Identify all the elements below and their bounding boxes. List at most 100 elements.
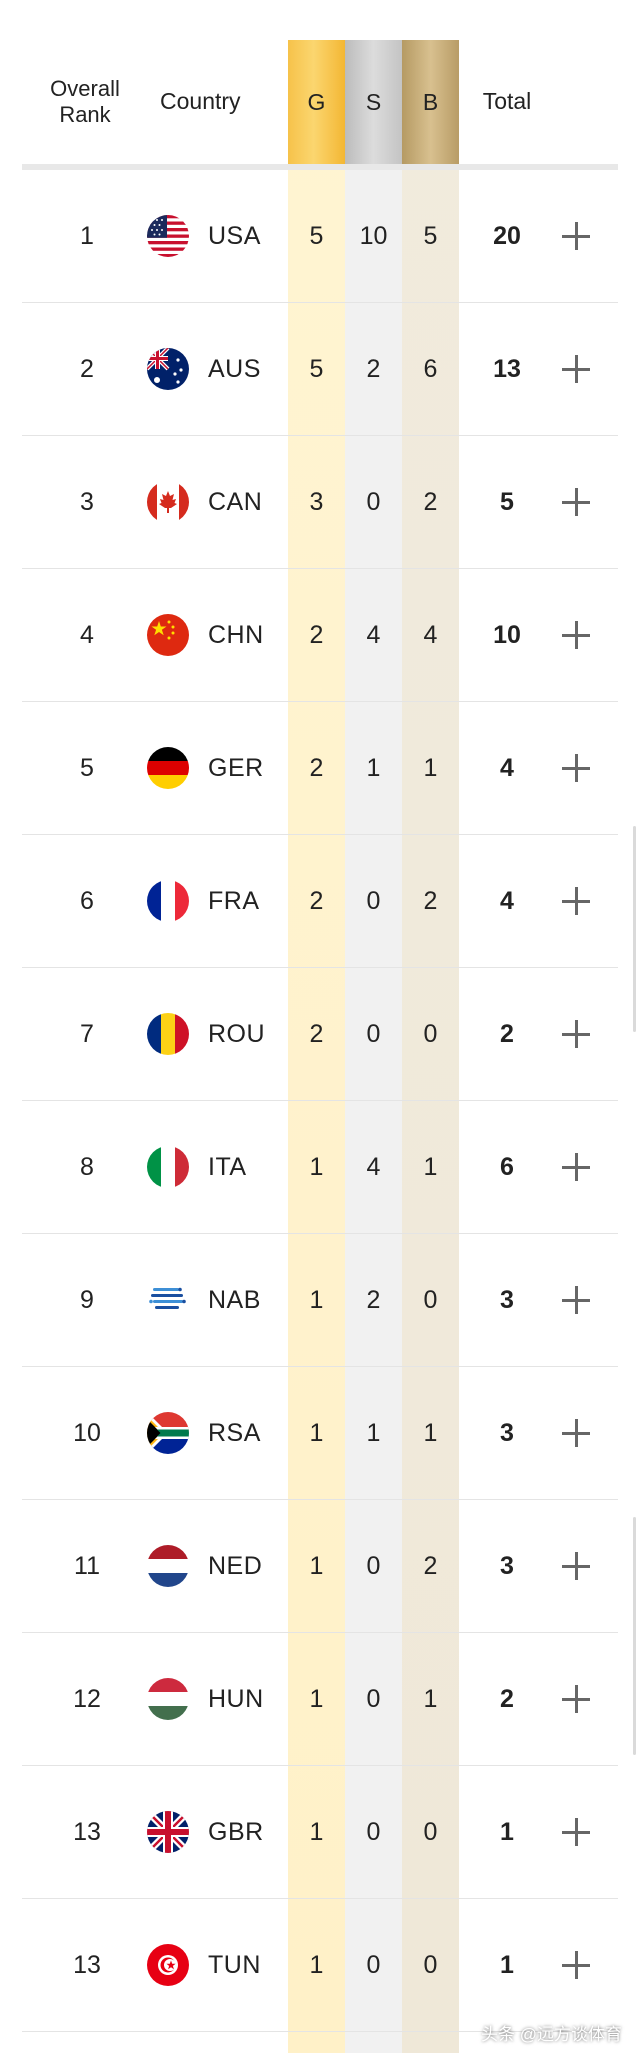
expand-plus-icon[interactable] [562,1286,590,1314]
rank-cell: 7 [80,1019,94,1048]
expand-plus-icon[interactable] [562,1552,590,1580]
silver-count: 0 [366,1551,381,1580]
bronze-header[interactable]: B [402,40,459,164]
rank-cell: 11 [74,1551,100,1580]
scrollbar-indicator[interactable] [633,826,636,1032]
country-code: GER [208,753,264,782]
silver-count: 10 [359,221,388,250]
medal-table-header: Overall Rank Country G S B Total [0,40,640,164]
table-row[interactable]: 5 GER 2 1 1 4 [22,702,618,835]
gold-count: 1 [309,1684,324,1713]
gold-count: 3 [309,487,324,516]
table-row[interactable]: 13 TUN 1 0 0 1 [22,1899,618,2032]
expand-plus-icon[interactable] [562,222,590,250]
expand-plus-icon[interactable] [562,1419,590,1447]
rank-cell: 13 [73,1950,101,1979]
total-count: 2 [500,1684,514,1713]
table-row[interactable]: 3 CAN 3 0 2 5 [22,436,618,569]
bronze-count: 6 [423,354,438,383]
expand-plus-icon[interactable] [562,621,590,649]
aus-flag-icon [147,348,189,390]
chn-flag-icon [147,614,189,656]
total-count: 13 [493,354,521,383]
bronze-count: 4 [423,620,438,649]
gold-count: 2 [309,753,324,782]
bronze-count: 1 [423,753,438,782]
country-code: NED [208,1551,263,1580]
overall-rank-header[interactable]: Overall Rank [50,76,120,127]
rank-cell: 9 [80,1285,94,1314]
expand-plus-icon[interactable] [562,355,590,383]
expand-plus-icon[interactable] [562,887,590,915]
medal-table-body: 1 USA 5 10 5 20 2 [0,170,640,2032]
total-count: 1 [500,1950,514,1979]
gold-count: 1 [309,1817,324,1846]
ita-flag-icon [147,1146,189,1188]
table-row[interactable]: 1 USA 5 10 5 20 [22,170,618,303]
expand-plus-icon[interactable] [562,488,590,516]
country-code: RSA [208,1418,261,1447]
table-row[interactable]: 11 NED 1 0 2 3 [22,1500,618,1633]
scrollbar-indicator[interactable] [633,1517,636,1755]
rou-flag-icon [147,1013,189,1055]
gbr-flag-icon [147,1811,189,1853]
rank-cell: 10 [73,1418,101,1447]
bronze-count: 0 [423,1019,438,1048]
watermark-text: 头条 @远方谈体育 [481,2025,622,2044]
gold-count: 5 [309,221,324,250]
total-count: 4 [500,886,514,915]
gold-column-background [288,40,345,2053]
rank-cell: 2 [80,354,94,383]
table-row[interactable]: 10 RSA 1 1 1 3 [22,1367,618,1500]
rank-cell: 12 [73,1684,101,1713]
bronze-count: 1 [423,1684,438,1713]
silver-header[interactable]: S [345,40,402,164]
bronze-count: 2 [423,886,438,915]
bronze-count: 5 [423,221,438,250]
total-count: 4 [500,753,514,782]
usa-flag-icon [147,215,189,257]
silver-count: 0 [366,1950,381,1979]
total-count: 20 [493,221,521,250]
total-header[interactable]: Total [482,88,532,114]
silver-count: 4 [366,620,381,649]
rank-cell: 6 [80,886,94,915]
bronze-count: 2 [423,487,438,516]
table-row[interactable]: 7 ROU 2 0 0 2 [22,968,618,1101]
total-count: 6 [500,1152,514,1181]
gold-header[interactable]: G [288,40,345,164]
expand-plus-icon[interactable] [562,754,590,782]
gold-count: 2 [309,620,324,649]
table-row[interactable]: 4 CHN 2 4 4 10 [22,569,618,702]
total-count: 3 [500,1551,514,1580]
silver-count: 0 [366,487,381,516]
header-divider [22,164,618,170]
expand-plus-icon[interactable] [562,1153,590,1181]
country-header[interactable]: Country [160,88,241,114]
expand-plus-icon[interactable] [562,1020,590,1048]
table-row[interactable]: 6 FRA 2 0 2 4 [22,835,618,968]
hun-flag-icon [147,1678,189,1720]
expand-plus-icon[interactable] [562,1685,590,1713]
country-code: HUN [208,1684,264,1713]
ned-flag-icon [147,1545,189,1587]
bronze-count: 1 [423,1152,438,1181]
table-row[interactable]: 8 ITA 1 4 1 6 [22,1101,618,1234]
rank-cell: 3 [80,487,94,516]
table-row[interactable]: 13 GBR 1 0 0 1 [22,1766,618,1899]
table-row[interactable]: 12 HUN 1 0 1 2 [22,1633,618,1766]
expand-plus-icon[interactable] [562,1818,590,1846]
gold-count: 1 [309,1285,324,1314]
table-row[interactable]: 9 NAB 1 2 0 3 [22,1234,618,1367]
country-code: CHN [208,620,264,649]
bronze-count: 0 [423,1817,438,1846]
total-count: 10 [493,620,521,649]
country-code: FRA [208,886,260,915]
rank-cell: 8 [80,1152,94,1181]
gold-count: 1 [309,1418,324,1447]
bronze-count: 0 [423,1950,438,1979]
country-code: USA [208,221,261,250]
table-row[interactable]: 2 AUS 5 2 6 13 [22,303,618,436]
silver-count: 0 [366,886,381,915]
expand-plus-icon[interactable] [562,1951,590,1979]
